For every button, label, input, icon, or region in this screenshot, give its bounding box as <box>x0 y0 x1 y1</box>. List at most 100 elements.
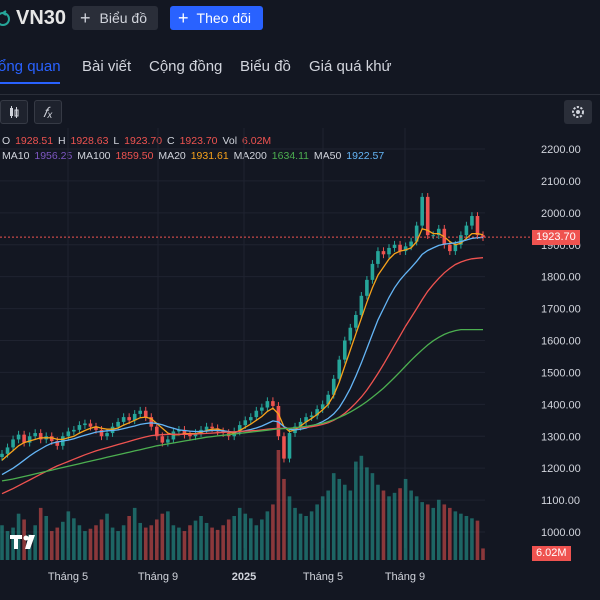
gear-icon[interactable] <box>564 100 592 124</box>
volume-bar <box>381 490 386 560</box>
volume-bar <box>398 488 402 560</box>
y-tick-label: 1600.00 <box>541 336 581 348</box>
candle-body <box>320 404 325 410</box>
volume-bar <box>370 473 375 560</box>
ma10-value: 1956.25 <box>34 150 73 162</box>
tab-chart[interactable]: Biểu đồ <box>240 58 291 75</box>
volume-bar <box>442 504 447 560</box>
candles-icon[interactable] <box>0 100 28 124</box>
x-tick-label: Tháng 9 <box>138 571 178 583</box>
candle-body <box>5 447 10 454</box>
candle-body <box>49 436 54 442</box>
volume-bar <box>127 516 131 560</box>
ma-legend: MA10 1956.25 MA100 1859.50 MA20 1931.61 … <box>2 150 386 162</box>
volume-bar <box>287 496 292 560</box>
volume-bar <box>72 518 76 560</box>
ohlc-legend: O 1928.51 H 1928.63 L 1923.70 C 1923.70 … <box>2 135 273 147</box>
candle-body <box>132 413 137 421</box>
volume-bar <box>359 455 364 560</box>
candle-body <box>127 417 131 421</box>
volume-bar <box>475 520 480 560</box>
candle-body <box>354 314 358 328</box>
volume-bar <box>260 519 264 560</box>
candle-body <box>475 216 480 236</box>
candle-body <box>260 407 264 411</box>
volume-bar <box>365 467 369 560</box>
candle-body <box>99 429 104 437</box>
volume-bar <box>232 516 237 560</box>
y-tick-label: 1700.00 <box>541 304 581 316</box>
volume-bar <box>221 525 225 560</box>
active-tab-underline <box>0 82 60 84</box>
volume-bar <box>188 525 192 560</box>
y-tick-label: 2000.00 <box>541 208 581 220</box>
volume-bar <box>160 513 165 560</box>
candle-body <box>105 433 109 437</box>
ma200-value: 1634.11 <box>271 150 309 162</box>
ma20-value: 1931.61 <box>190 150 229 162</box>
candle-body <box>298 421 303 427</box>
volume-bar <box>226 519 231 560</box>
candle-body <box>94 426 98 430</box>
series-line-ma100 <box>1 257 484 495</box>
volume-bar <box>66 511 71 560</box>
price-chart[interactable]: 2200.002100.002000.001900.001800.001700.… <box>0 128 600 600</box>
tab-history[interactable]: Giá quá khứ <box>309 58 392 75</box>
volume-bar <box>425 504 430 560</box>
candle-body <box>265 401 270 408</box>
volume-bar <box>55 527 60 560</box>
volume-bar <box>436 499 441 560</box>
tab-overview[interactable]: ổng quan <box>0 58 61 75</box>
volume-bar <box>431 507 436 560</box>
plus-icon: + <box>80 7 91 28</box>
volume-bar <box>215 529 220 560</box>
volume-bar <box>420 502 424 560</box>
x-tick-label: Tháng 9 <box>385 571 425 583</box>
volume-bar <box>337 478 342 560</box>
candle-body <box>342 340 347 360</box>
candle-body <box>348 327 353 341</box>
volume-bar <box>105 513 109 560</box>
candle-body <box>448 244 452 252</box>
series-line-ma20 <box>1 228 484 461</box>
y-tick-label: 1400.00 <box>541 399 581 411</box>
refresh-logo-icon <box>0 10 10 26</box>
candle-body <box>237 425 242 432</box>
candle-body <box>193 433 198 437</box>
volume-bar <box>315 504 319 560</box>
volume-bar <box>121 525 126 560</box>
volume-bar <box>298 513 303 560</box>
ma200-label: MA200 <box>233 150 267 162</box>
volume-bar <box>116 531 120 560</box>
series-line-ma50 <box>1 236 484 476</box>
chart-button[interactable]: + Biểu đồ <box>72 6 158 30</box>
volume-bar <box>99 519 104 560</box>
ticker-symbol: VN30 <box>16 7 67 29</box>
x-tick-label: 2025 <box>232 571 256 583</box>
low-value: 1923.70 <box>124 135 163 147</box>
volume-bar <box>38 507 43 560</box>
tab-posts[interactable]: Bài viết <box>82 58 132 75</box>
close-value: 1923.70 <box>179 135 218 147</box>
candle-body <box>33 433 37 437</box>
tab-community[interactable]: Cộng đồng <box>149 58 223 75</box>
x-tick-label: Tháng 5 <box>48 571 88 583</box>
candle-body <box>243 420 248 426</box>
candle-body <box>387 247 391 255</box>
candle-body <box>414 225 419 242</box>
close-label: C <box>167 135 175 147</box>
candle-body <box>309 415 314 418</box>
candle-body <box>155 426 159 437</box>
tradingview-logo <box>10 535 35 549</box>
volume-bar <box>453 511 458 560</box>
follow-button[interactable]: + Theo dõi <box>170 6 263 30</box>
volume-bar <box>22 519 26 560</box>
header-bar: VN30 + Biểu đồ + Theo dõi <box>0 0 600 40</box>
volume-bar <box>237 507 242 560</box>
volume-bar <box>304 516 308 560</box>
candle-body <box>304 417 308 422</box>
fx-icon[interactable]: 𝑓ₓ <box>34 100 62 124</box>
candle-body <box>254 410 259 418</box>
volume-bar <box>464 516 469 560</box>
open-value: 1928.51 <box>15 135 54 147</box>
